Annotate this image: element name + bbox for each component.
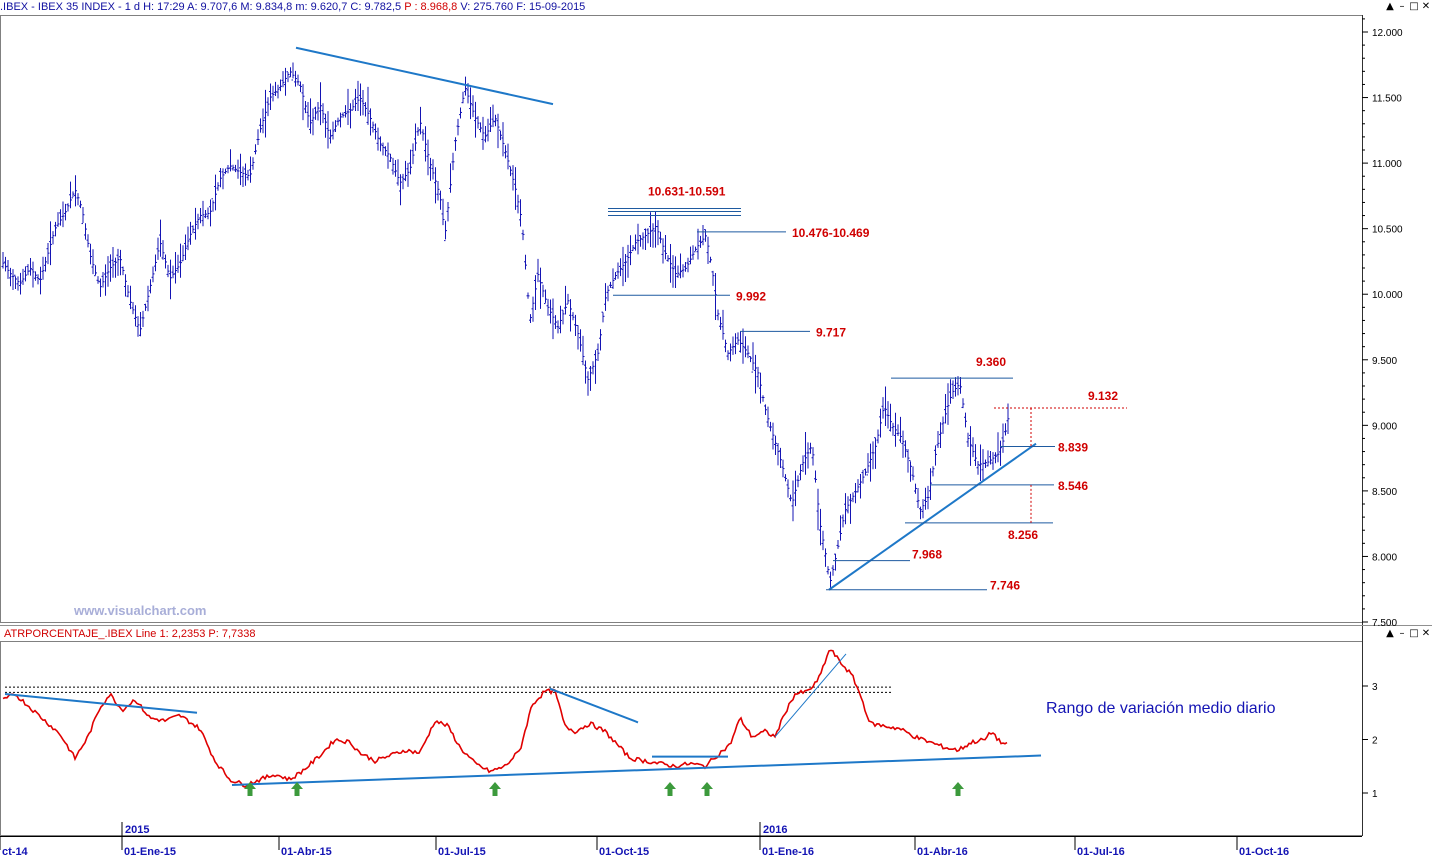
indicator-caption: Rango de variación medio diario: [1046, 700, 1276, 717]
x-month-label: 01-Oct-15: [599, 846, 649, 857]
x-month-label: 01-Abr-16: [917, 846, 968, 857]
scroll-up-icon[interactable]: ▲: [1386, 628, 1394, 639]
atr-y-tick-label: 2: [1372, 736, 1378, 747]
price-y-tick-label: 10.000: [1372, 290, 1403, 301]
watermark: www.visualchart.com: [74, 603, 207, 618]
price-y-tick-label: 7.500: [1372, 618, 1397, 629]
close-icon[interactable]: ✕: [1421, 628, 1431, 639]
atr-trendline: [774, 653, 847, 738]
price-bars: [1, 62, 1010, 588]
price-window-buttons: ▲ – □ ✕: [1384, 1, 1432, 12]
header-max: M: 9.834,8: [240, 1, 293, 13]
atr-line: [2, 649, 1008, 789]
price-y-tick-label: 8.500: [1372, 487, 1397, 498]
price-y-tick-label: 9.500: [1372, 356, 1397, 367]
price-level-label: 7.968: [912, 548, 942, 562]
green-up-arrow-icon: [489, 782, 501, 796]
x-year-label: 2016: [763, 824, 787, 836]
x-month-label: 01-Jul-16: [1077, 846, 1125, 857]
price-y-tick-label: 9.000: [1372, 421, 1397, 432]
maximize-icon[interactable]: □: [1409, 628, 1419, 639]
price-trendline: [295, 46, 554, 106]
atr-support-line: [231, 754, 1042, 786]
indicator-window-buttons: ▲ – □ ✕: [1384, 628, 1432, 639]
price-y-tick-label: 11.000: [1372, 159, 1402, 170]
green-up-arrow-icon: [291, 782, 303, 796]
price-level-label: 10.631-10.591: [648, 184, 726, 198]
green-up-arrow-icon: [952, 782, 964, 796]
price-level-label: 9.360: [976, 355, 1006, 369]
x-month-label: 01-Oct-16: [1239, 846, 1289, 857]
price-y-tick-label: 10.500: [1372, 225, 1403, 236]
price-level-label: 9.992: [736, 289, 766, 303]
x-month-label: 01-Ene-15: [124, 846, 176, 857]
atr-y-tick-label: 3: [1372, 682, 1378, 693]
x-year-label: 2015: [125, 824, 149, 836]
atr-y-tick-label: 1: [1372, 789, 1378, 800]
close-icon[interactable]: ✕: [1421, 1, 1431, 12]
indicator-header: ATRPORCENTAJE_.IBEX Line 1: 2,2353 P: 7,…: [4, 628, 256, 640]
green-up-arrow-icon: [244, 782, 256, 796]
atr-trendline: [4, 693, 198, 714]
green-up-arrow-icon: [664, 782, 676, 796]
price-level-label: 8.839: [1058, 440, 1088, 454]
header-high: H: 17:29: [143, 1, 185, 13]
header-p-value: P : 8.968,8: [404, 1, 458, 13]
x-month-label: 01-Jul-15: [438, 846, 486, 857]
price-level-label: 7.746: [990, 579, 1020, 593]
scroll-up-icon[interactable]: ▲: [1386, 1, 1394, 12]
header-volume: V: 275.760: [460, 1, 514, 13]
price-y-tick-label: 12.000: [1372, 28, 1403, 39]
price-y-tick-label: 11.500: [1372, 94, 1402, 105]
price-level-label: 10.476-10.469: [792, 226, 870, 240]
maximize-icon[interactable]: □: [1409, 1, 1419, 12]
atr-trendline: [549, 687, 639, 724]
price-trendline: [828, 442, 1037, 591]
green-up-arrow-icon: [701, 782, 713, 796]
x-month-label: 01-Ene-16: [762, 846, 814, 857]
header-date: F: 15-09-2015: [516, 1, 586, 13]
header-close: C: 9.782,5: [350, 1, 402, 13]
chart-header: .IBEX - IBEX 35 INDEX - 1 d H: 17:29 A: …: [0, 0, 1362, 14]
minimize-icon[interactable]: –: [1399, 1, 1405, 12]
x-month-label: ct-14: [2, 846, 29, 857]
price-y-tick-label: 8.000: [1372, 552, 1397, 563]
price-level-label: 8.546: [1058, 479, 1088, 493]
price-panel-frame: [0, 15, 1363, 623]
header-symbol: .IBEX - IBEX 35 INDEX - 1 d: [0, 1, 140, 13]
price-level-label: 9.717: [816, 325, 846, 339]
target-label: 9.132: [1088, 389, 1118, 403]
header-open: A: 9.707,6: [187, 1, 238, 13]
price-level-label: 8.256: [1008, 528, 1038, 542]
minimize-icon[interactable]: –: [1399, 628, 1405, 639]
header-min: m: 9.620,7: [295, 1, 348, 13]
x-month-label: 01-Abr-15: [281, 846, 332, 857]
